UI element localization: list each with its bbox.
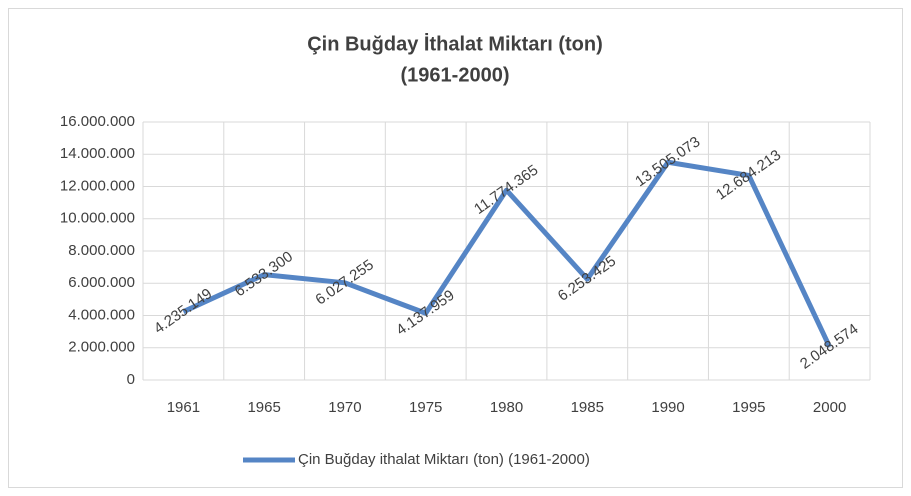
chart-title: (1961-2000): [401, 64, 510, 86]
x-tick-label: 1990: [651, 399, 684, 416]
legend-label: Çin Buğday ithalat Miktarı (ton) (1961-2…: [298, 451, 590, 468]
x-tick-label: 1965: [247, 399, 280, 416]
chart-border: [8, 8, 903, 488]
y-tick-label: 14.000.000: [60, 145, 135, 162]
y-tick-label: 10.000.000: [60, 210, 135, 227]
x-tick-label: 1961: [167, 399, 200, 416]
x-tick-label: 2000: [813, 399, 846, 416]
y-tick-label: 4.000.000: [68, 306, 135, 323]
x-tick-label: 1980: [490, 399, 523, 416]
y-tick-label: 12.000.000: [60, 177, 135, 194]
y-tick-label: 6.000.000: [68, 274, 135, 291]
x-tick-label: 1975: [409, 399, 442, 416]
y-tick-label: 8.000.000: [68, 242, 135, 259]
y-tick-label: 2.000.000: [68, 339, 135, 356]
x-tick-label: 1985: [571, 399, 604, 416]
line: [182, 159, 832, 349]
y-tick-label: 0: [127, 371, 135, 388]
x-tick-label: 1995: [732, 399, 765, 416]
chart-title: Çin Buğday İthalat Miktarı (ton): [307, 32, 603, 55]
y-tick-label: 16.000.000: [60, 113, 135, 130]
x-tick-label: 1970: [328, 399, 361, 416]
